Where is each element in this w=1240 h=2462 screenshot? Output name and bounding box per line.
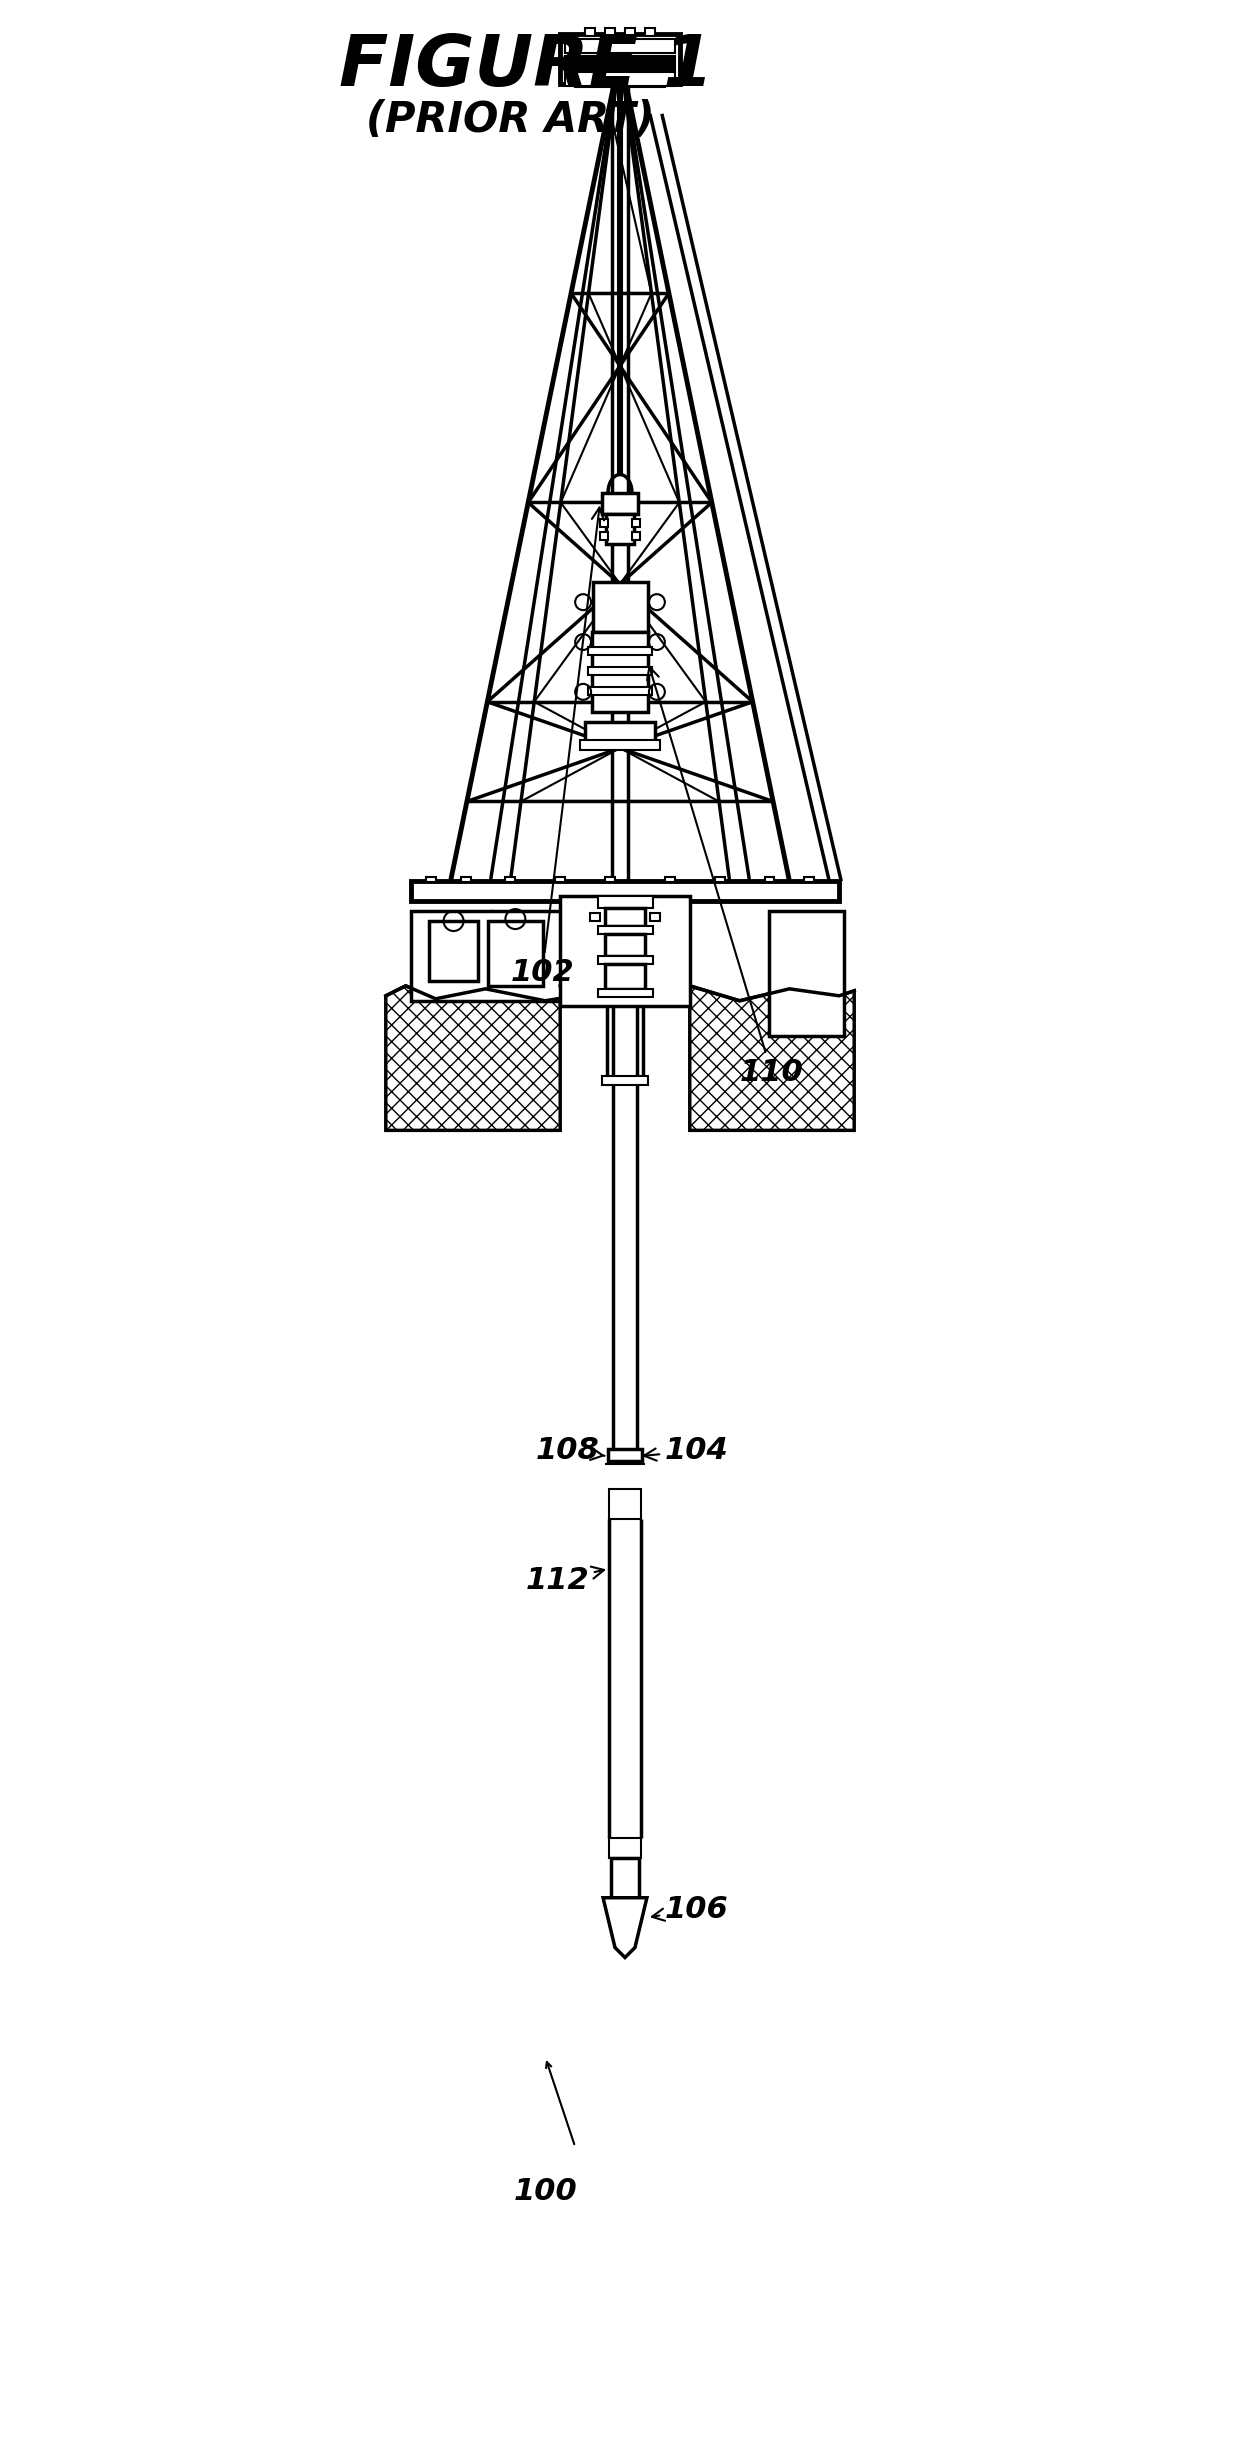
Polygon shape — [689, 985, 854, 1130]
Bar — [565, 57, 675, 69]
Bar — [632, 519, 640, 527]
Bar — [410, 911, 675, 1000]
Bar — [645, 27, 655, 37]
Bar — [560, 34, 680, 84]
Bar — [588, 648, 652, 655]
Polygon shape — [603, 1898, 647, 1957]
Bar — [585, 27, 595, 37]
Bar — [565, 71, 675, 86]
Bar — [425, 876, 435, 881]
Text: 104: 104 — [644, 1435, 729, 1465]
Text: 112: 112 — [526, 1566, 604, 1595]
Bar — [606, 515, 634, 544]
Bar — [603, 1076, 649, 1086]
Bar — [598, 896, 653, 908]
Bar — [565, 39, 675, 54]
Bar — [575, 79, 665, 86]
Bar — [429, 921, 479, 980]
Bar — [598, 955, 653, 965]
Bar — [605, 876, 615, 881]
Bar — [605, 27, 615, 37]
Bar — [590, 913, 600, 921]
Bar — [605, 908, 645, 926]
Bar — [598, 990, 653, 997]
Bar — [410, 881, 839, 901]
Bar — [588, 687, 652, 694]
Bar — [632, 532, 640, 539]
Bar — [600, 519, 608, 527]
Bar — [585, 721, 655, 741]
Polygon shape — [618, 1908, 632, 1952]
Polygon shape — [386, 985, 605, 1130]
Bar — [770, 911, 844, 1037]
Text: 100: 100 — [513, 2176, 577, 2206]
Bar — [765, 876, 775, 881]
Bar — [805, 876, 815, 881]
Bar — [460, 876, 470, 881]
Bar — [489, 921, 543, 985]
Bar — [580, 739, 660, 748]
Text: 102: 102 — [511, 507, 604, 987]
Bar — [608, 1450, 642, 1462]
Bar — [600, 532, 608, 539]
Bar — [556, 876, 565, 881]
Polygon shape — [603, 1898, 647, 1957]
Bar — [591, 633, 649, 712]
Bar — [714, 876, 724, 881]
Bar — [598, 926, 653, 933]
Bar — [665, 876, 675, 881]
Bar — [593, 581, 649, 633]
Bar — [560, 896, 689, 1007]
Bar — [506, 876, 516, 881]
Bar — [603, 492, 637, 515]
Text: (PRIOR ART): (PRIOR ART) — [366, 98, 655, 140]
Bar — [625, 27, 635, 37]
Bar — [650, 913, 660, 921]
Bar — [605, 933, 645, 955]
Text: 108: 108 — [536, 1435, 605, 1465]
Bar — [609, 1839, 641, 1859]
Text: 110: 110 — [647, 667, 804, 1086]
Bar — [588, 667, 652, 675]
Bar — [609, 1490, 641, 1519]
Text: 106: 106 — [652, 1896, 729, 1923]
Text: FIGURE 1: FIGURE 1 — [339, 32, 713, 101]
Bar — [611, 1859, 639, 1898]
Bar — [605, 965, 645, 990]
